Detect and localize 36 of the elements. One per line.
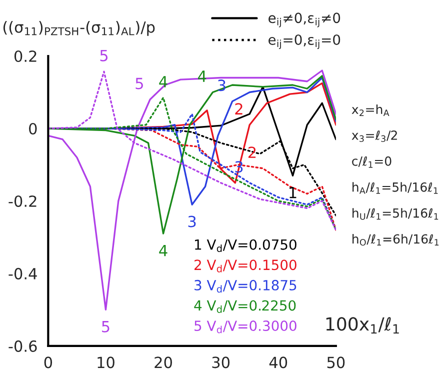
x-tick-label: 50 xyxy=(327,356,345,368)
y-tick-label: -0.2 xyxy=(8,195,36,207)
y-tick-label: 0 xyxy=(29,122,37,135)
line-series xyxy=(48,70,336,311)
text: 5 V$_{d}$/V=0.3000 xyxy=(194,320,296,334)
annotation: 5 xyxy=(102,321,110,332)
text: 3 V$_{d}$/V=0.1875 xyxy=(194,280,296,293)
y-tick-label: -0.4 xyxy=(8,268,37,280)
annotation: 2 xyxy=(235,103,242,114)
text: h$_{U}$/ℓ$_{1}$=5h/16ℓ$_{1}$ xyxy=(352,208,438,220)
text: h$_{A}$/ℓ$_{1}$=5h/16ℓ$_{1}$ xyxy=(352,182,438,194)
text: h$_{O}$/ℓ$_{1}$=6h/16ℓ$_{1}$ xyxy=(352,234,439,246)
x-tick-label: 20 xyxy=(154,356,172,368)
text: 1 V$_{d}$/V=0.0750 xyxy=(195,239,296,252)
annotation: 1 xyxy=(290,186,296,198)
text: 2 V$_{d}$/V=0.1500 xyxy=(194,260,296,272)
text: x$_{2}$=h$_{A}$ xyxy=(352,104,390,116)
y-tick-label: 0.2 xyxy=(14,50,36,62)
annotation: 5 xyxy=(136,78,143,90)
x-tick-label: 10 xyxy=(98,356,114,368)
x-tick-label: 0 xyxy=(44,356,52,368)
y-tick-label: -0.6 xyxy=(8,340,37,352)
annotation: 3 xyxy=(188,216,196,228)
text: x$_{3}$=ℓ$_{3}$/2 xyxy=(352,130,397,142)
annotation: 4 xyxy=(159,76,168,88)
text: e$_{ij}$≠0,ε$_{ij}$≠0 xyxy=(268,12,340,28)
text: ((σ$_{11}$)$_{PZTSH}$-(σ$_{11}$)$_{AL}$)/p xyxy=(3,21,155,36)
annotation: 5 xyxy=(100,50,108,62)
annotation: 4 xyxy=(159,244,168,256)
x-tick-label: 40 xyxy=(269,356,288,368)
text: c/ℓ$_{1}$=0 xyxy=(352,156,392,168)
x-axis-title: 100x$_{1}$/ℓ$_{1}$ xyxy=(326,317,399,334)
text: 4 V$_{d}$/V=0.2250 xyxy=(194,300,296,313)
x-tick-label: 30 xyxy=(212,356,230,368)
annotation: 3 xyxy=(218,80,226,92)
text: e$_{ij}$=0,ε$_{ij}$=0 xyxy=(268,34,340,50)
